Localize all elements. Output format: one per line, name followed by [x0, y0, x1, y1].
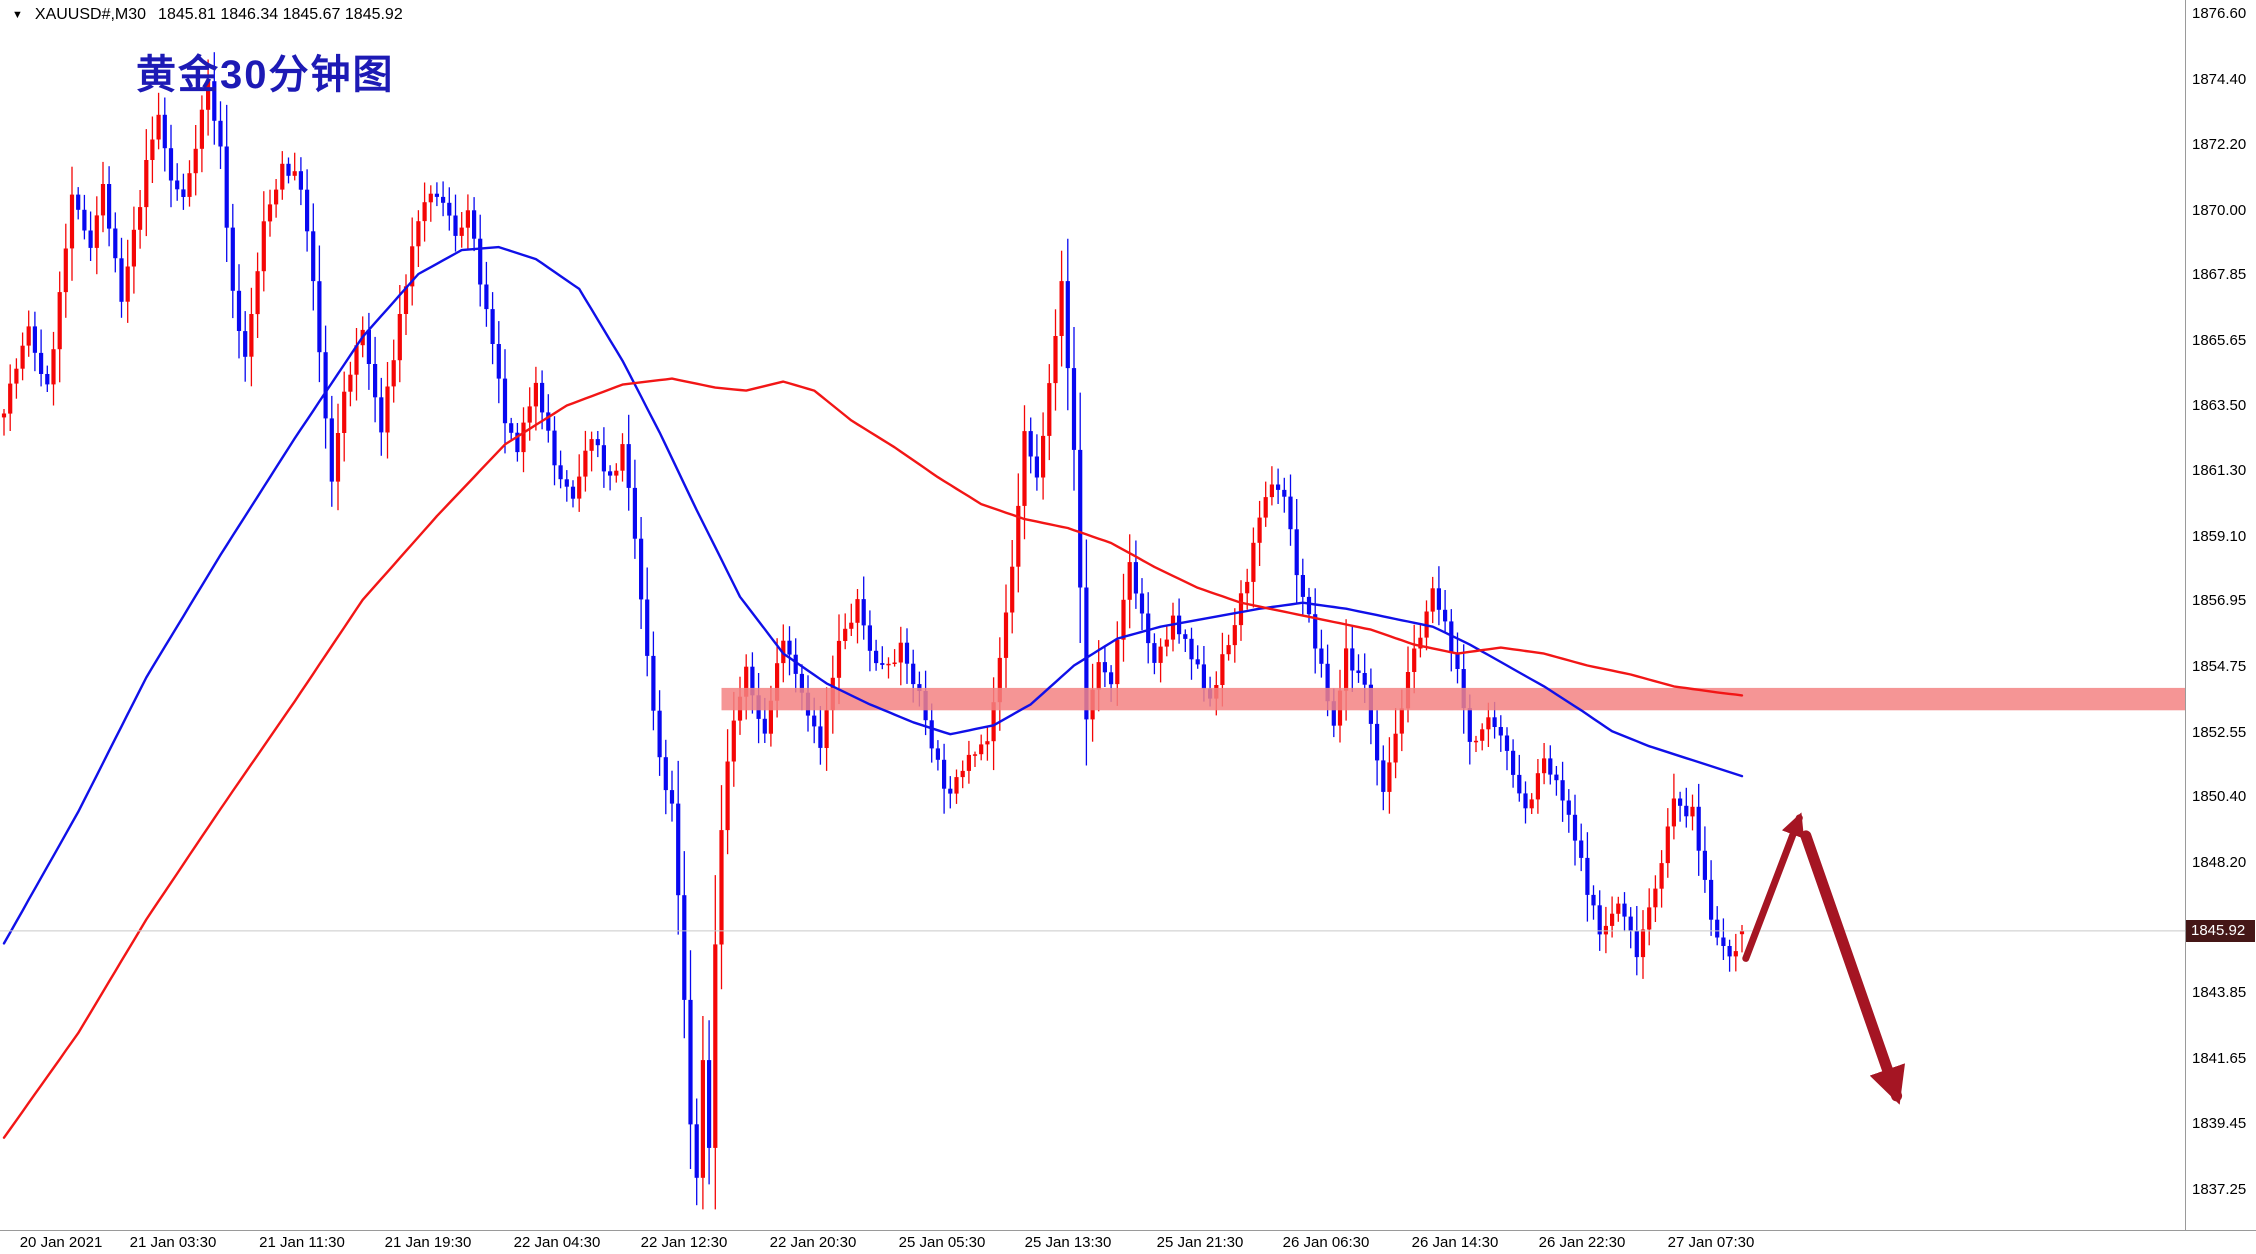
time-tick-label: 26 Jan 14:30: [1411, 1234, 1499, 1251]
time-tick-label: 25 Jan 05:30: [898, 1234, 986, 1251]
price-tick-label: 1848.20: [2192, 854, 2247, 871]
chart-title: 黄金30分钟图: [136, 53, 395, 97]
price-tick-label: 1852.55: [2192, 724, 2247, 741]
symbol-period-label: XAUUSD#,M30: [34, 6, 147, 23]
price-tick-label: 1861.30: [2192, 462, 2247, 479]
ma-slow-line: [2, 377, 1744, 1139]
price-tick-label: 1876.60: [2192, 5, 2247, 22]
time-axis[interactable]: 20 Jan 2021 21 Jan 03:30 21 Jan 11:30 21 Ja…: [0, 1230, 2256, 1254]
price-tick-label: 1841.65: [2192, 1050, 2247, 1067]
trend-arrow-up[interactable]: [1742, 812, 1805, 962]
symbol-info-bar: ▼ XAUUSD#,M30 1845.81 1846.34 1845.67 18…: [12, 6, 403, 24]
time-tick-label: 21 Jan 19:30: [384, 1234, 472, 1251]
price-tick-label: 1872.20: [2192, 136, 2247, 153]
price-tick-label: 1859.10: [2192, 528, 2247, 545]
time-tick-label: 22 Jan 20:30: [769, 1234, 857, 1251]
current-price-badge: 1845.92: [2186, 920, 2255, 942]
price-tick-label: 1839.45: [2192, 1115, 2247, 1132]
price-tick-label: 1854.75: [2192, 658, 2247, 675]
candles-layer: [1, 52, 1745, 1210]
time-tick-label: 21 Jan 03:30: [129, 1234, 217, 1251]
price-tick-label: 1863.50: [2192, 397, 2247, 414]
price-tick-label: 1865.65: [2192, 332, 2247, 349]
time-tick-label: 22 Jan 12:30: [640, 1234, 728, 1251]
time-tick-label: 25 Jan 21:30: [1156, 1234, 1244, 1251]
price-tick-label: 1850.40: [2192, 788, 2247, 805]
time-tick-label: 20 Jan 2021: [19, 1234, 103, 1251]
price-tick-label: 1856.95: [2192, 592, 2247, 609]
price-tick-label: 1867.85: [2192, 266, 2247, 283]
ohlc-values: 1845.81 1846.34 1845.67 1845.92: [158, 6, 403, 23]
time-tick-label: 26 Jan 22:30: [1538, 1234, 1626, 1251]
time-tick-label: 25 Jan 13:30: [1024, 1234, 1112, 1251]
time-tick-label: 21 Jan 11:30: [259, 1234, 345, 1251]
price-tick-label: 1870.00: [2192, 202, 2247, 219]
trend-arrow-down[interactable]: [1800, 830, 1906, 1105]
resistance-zone[interactable]: [721, 687, 2186, 711]
ma-fast-line: [2, 245, 1744, 945]
chart-dropdown-icon[interactable]: ▼: [12, 9, 23, 21]
price-tick-label: 1843.85: [2192, 984, 2247, 1001]
price-tick-label: 1874.40: [2192, 71, 2247, 88]
price-tick-label: 1837.25: [2192, 1181, 2247, 1198]
time-tick-label: 27 Jan 07:30: [1667, 1234, 1755, 1251]
price-axis[interactable]: 1876.60 1874.40 1872.20 1870.00 1867.85 1865.…: [2185, 0, 2256, 1230]
time-tick-label: 22 Jan 04:30: [513, 1234, 601, 1251]
time-tick-label: 26 Jan 06:30: [1282, 1234, 1370, 1251]
